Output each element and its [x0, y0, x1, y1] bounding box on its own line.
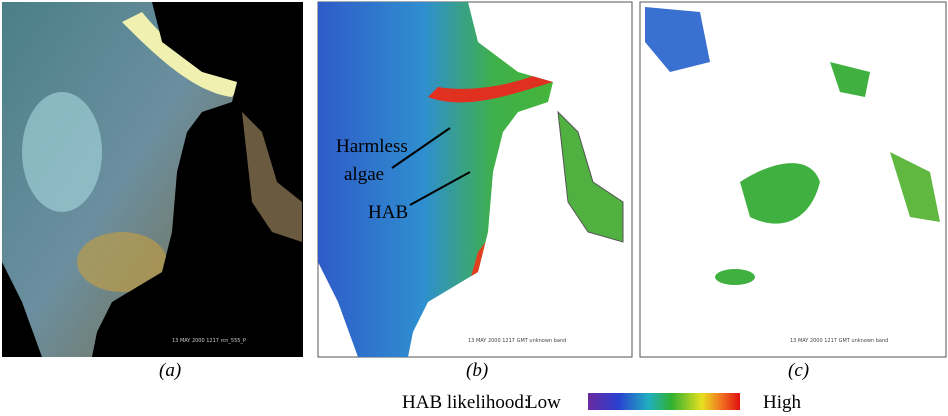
panel-label: (c) — [788, 360, 809, 381]
panel-a: 13 MAY 2000 1217 rcn_555_P — [2, 2, 303, 357]
legend-low: Low — [526, 392, 561, 413]
legend-high: High — [763, 392, 802, 413]
panel-c: 13 MAY 2000 1217 GMT unknown band — [640, 2, 946, 357]
panel-caption: 13 MAY 2000 1217 rcn_555_P — [172, 338, 246, 344]
annotation: Harmless — [336, 136, 408, 157]
annotation: algae — [344, 164, 384, 185]
panel-caption: 13 MAY 2000 1217 GMT unknown band — [468, 338, 566, 344]
panel-caption: 13 MAY 2000 1217 GMT unknown band — [790, 338, 888, 344]
colorbar — [588, 393, 740, 410]
annotation: HAB — [368, 202, 408, 223]
legend-title: HAB likelihood: — [402, 392, 529, 413]
panel-label: (b) — [466, 360, 488, 381]
figure: 13 MAY 2000 1217 rcn_555_P 13 MAY 2000 1… — [0, 0, 948, 416]
panel-label: (a) — [159, 360, 181, 381]
